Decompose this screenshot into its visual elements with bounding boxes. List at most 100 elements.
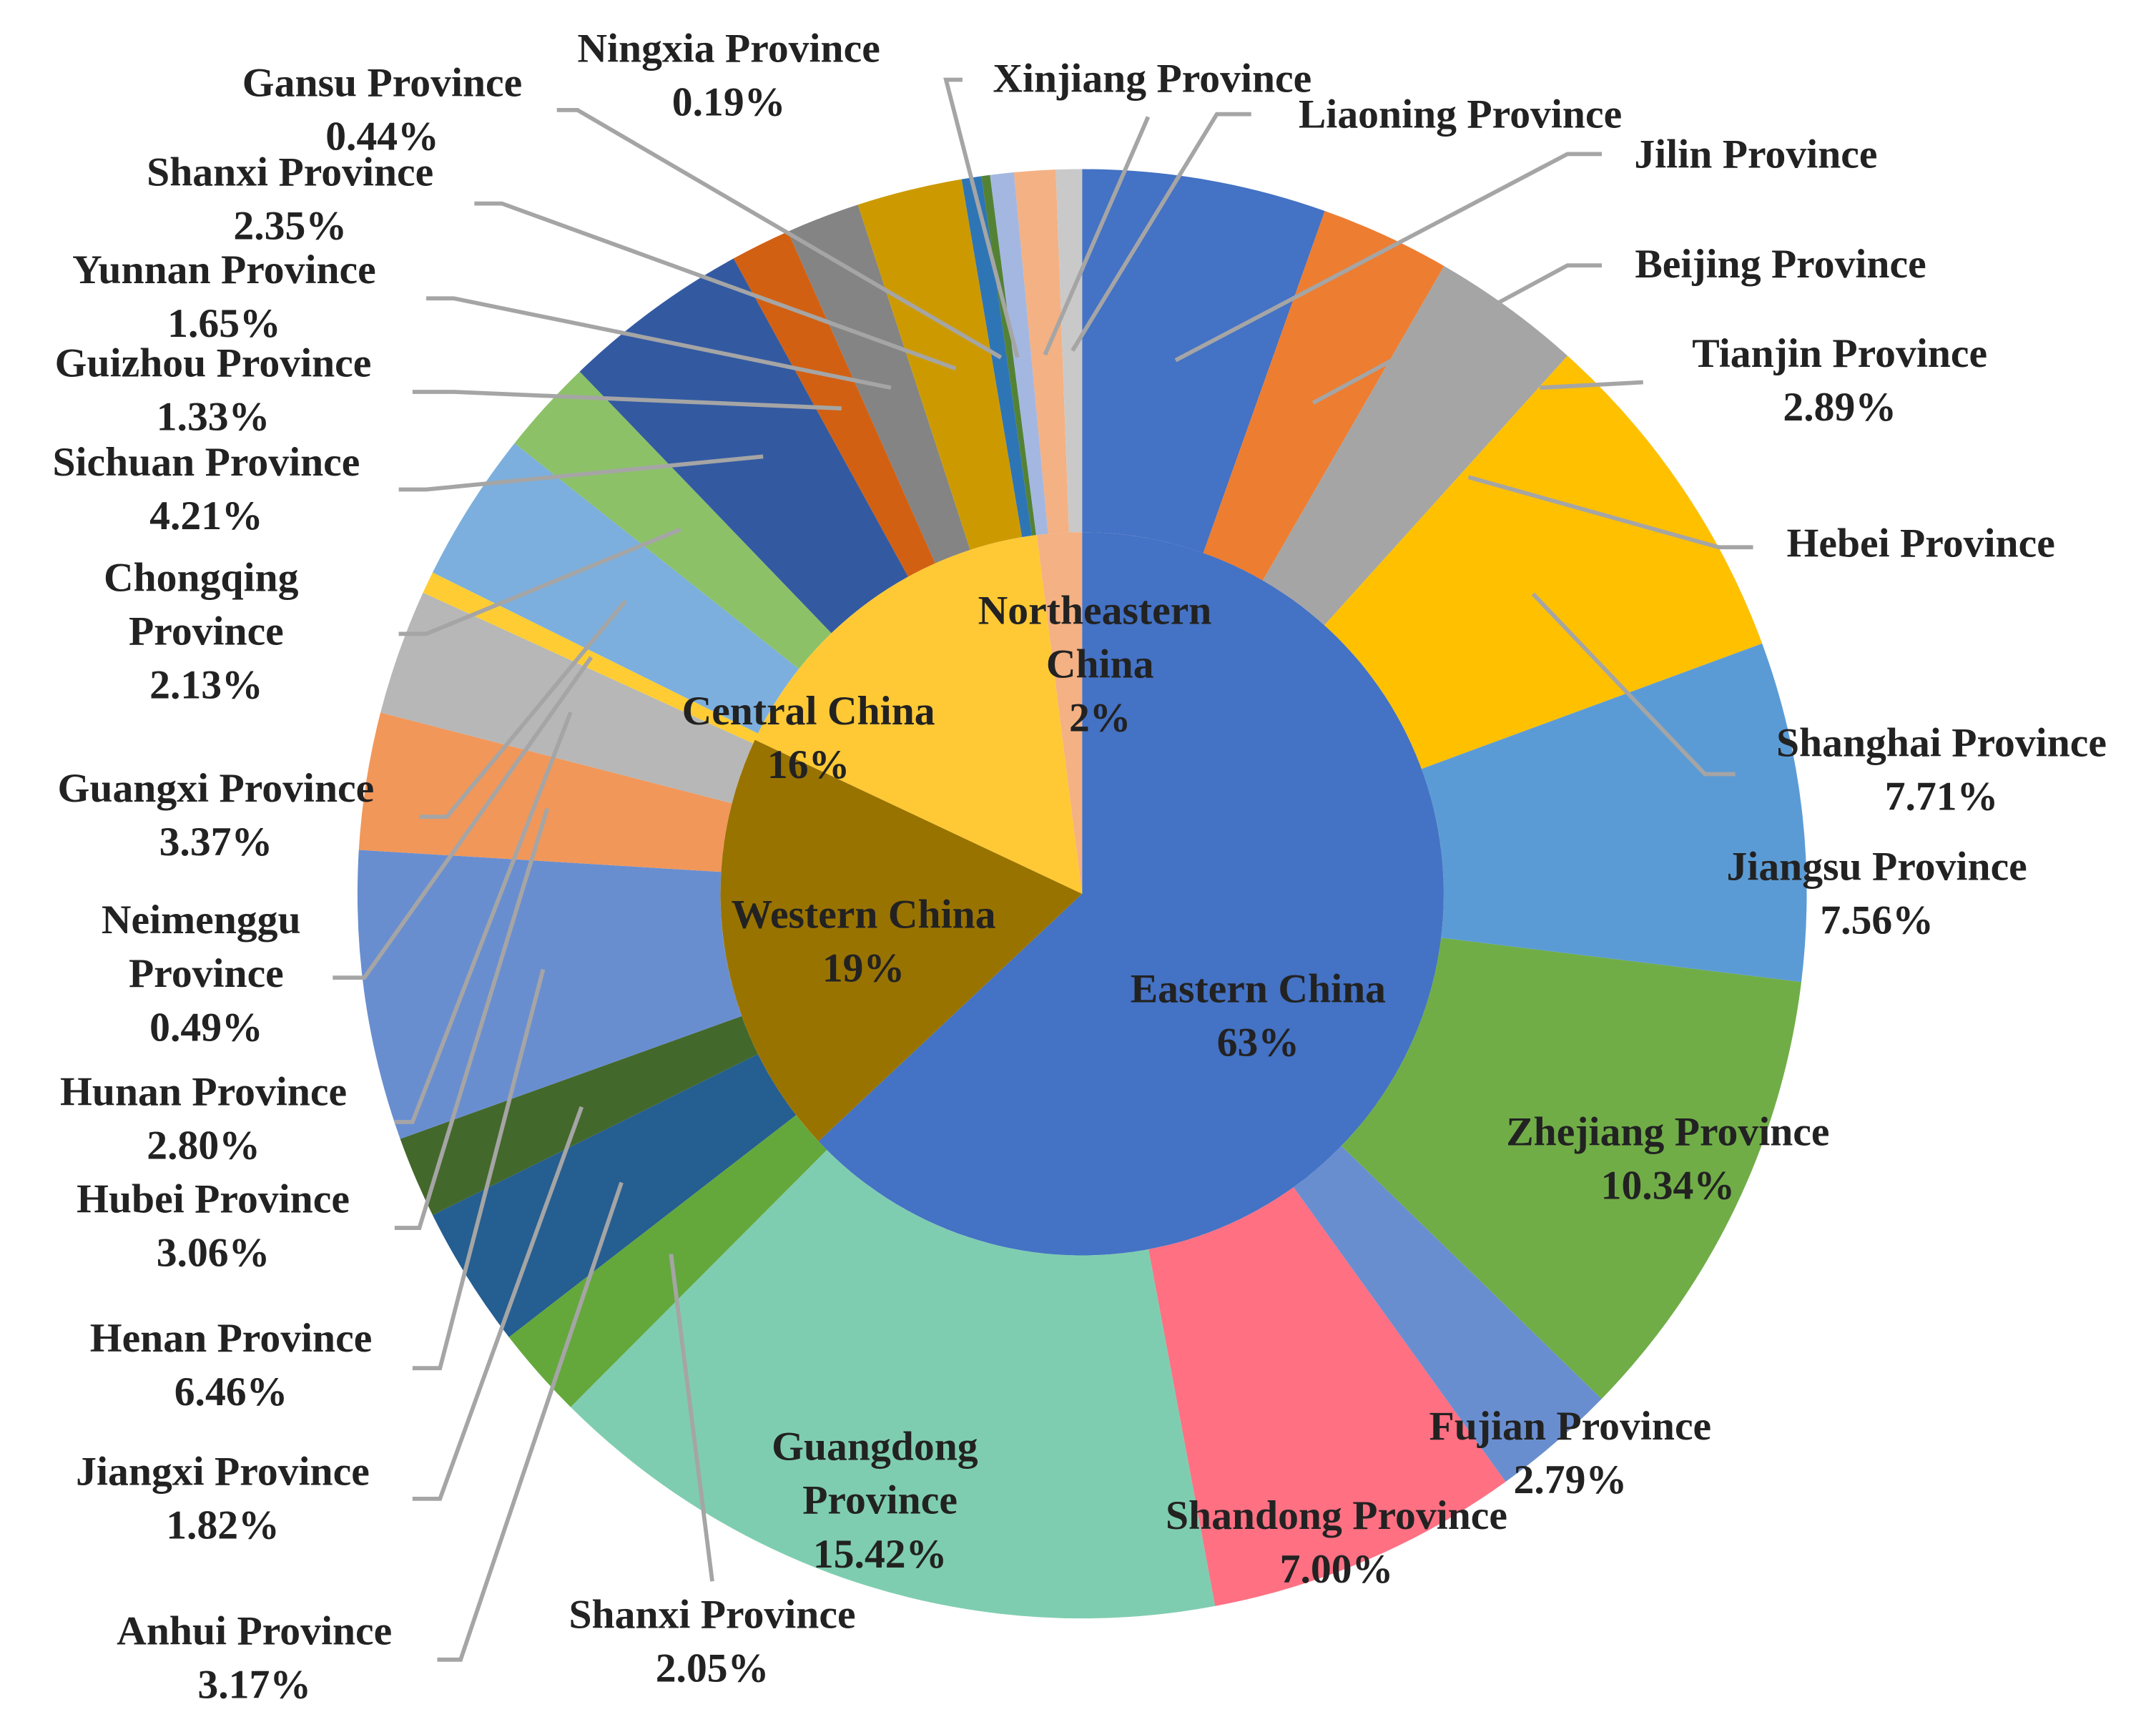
slice [754, 535, 1083, 894]
slice-label: Guangxi Province [58, 766, 375, 811]
leader-line [412, 390, 842, 410]
value-label: 3.37% [159, 820, 273, 865]
label-line: Province [129, 609, 284, 654]
value-label: 2.80% [147, 1123, 260, 1168]
value-label: 2.13% [149, 663, 263, 708]
slice-label: Ningxia Province [577, 26, 880, 71]
leader-line [1043, 116, 1151, 356]
label-line: Chongqing [104, 556, 309, 601]
slice-label: Xinjiang Province [993, 56, 1311, 102]
value-label: 2.35% [233, 203, 347, 248]
slice-label: Jiangxi Province [76, 1449, 370, 1494]
slice-label: Shanxi Province [568, 1592, 855, 1637]
slice [358, 712, 732, 872]
slice-label: Liaoning Province [1299, 92, 1622, 137]
value-label: 7.00% [1280, 1547, 1394, 1592]
leader-line [474, 201, 957, 371]
value-label: 2.89% [1783, 385, 1896, 430]
leader-line [1174, 152, 1603, 363]
value-label: 19% [822, 946, 905, 991]
leader-line [1467, 475, 1753, 550]
value-label: 6.46% [174, 1369, 288, 1414]
slice-label: Eastern China [1131, 966, 1386, 1011]
slice-label: Shandong Province [1166, 1493, 1507, 1538]
leader-line [1070, 112, 1251, 352]
slice [1013, 169, 1069, 534]
leader-line [398, 527, 681, 636]
slice-label: Hebei Province [1786, 521, 2054, 566]
slice [570, 1150, 1216, 1619]
value-label: 1.65% [167, 301, 281, 346]
slice-label: Gansu Province [242, 60, 522, 105]
slice-label: Guizhou Province [55, 341, 372, 386]
slice [1262, 265, 1568, 626]
slice-label: Tianjin Province [1692, 331, 1987, 376]
label-line: Province [802, 1478, 958, 1523]
value-label: 0.44% [325, 114, 439, 159]
slice [1082, 169, 1325, 553]
slice [818, 532, 1444, 1256]
label-line: Province [129, 951, 284, 996]
value-label: 63% [1217, 1020, 1299, 1065]
slice-label: Central China [682, 689, 935, 734]
slice [514, 371, 832, 669]
slice [1148, 1187, 1506, 1606]
slice-label: Shanxi Province [147, 149, 433, 195]
slice-label: Guangdong Province [772, 1425, 988, 1523]
leader-line [398, 454, 764, 492]
leader-line [412, 968, 546, 1371]
slice [1341, 938, 1802, 1399]
slice [1421, 643, 1807, 983]
leader-line [426, 296, 892, 390]
value-label: 1.33% [157, 395, 270, 440]
value-label: 15.42% [813, 1532, 947, 1577]
value-label: 1.82% [166, 1502, 280, 1548]
slice-label: Sichuan Province [52, 440, 360, 485]
slice [357, 850, 742, 1139]
value-label: 2% [1069, 696, 1131, 741]
label-line: China [1046, 642, 1154, 687]
leader-line [556, 107, 1003, 360]
leader-line [419, 599, 628, 820]
slice-label: Hunan Province [60, 1070, 347, 1115]
value-label: 7.56% [1820, 897, 1934, 943]
slice [1293, 1146, 1602, 1482]
value-label: 10.34% [1601, 1163, 1735, 1208]
leader-line [669, 1254, 714, 1582]
slice-label: Beijing Province [1635, 242, 1926, 287]
slice-label: Chongqing Province [104, 556, 309, 654]
slice-label: Zhejiang Province [1506, 1109, 1829, 1154]
leader-line [394, 807, 550, 1230]
slice-label: Northeastern China [978, 589, 1222, 687]
slice-label: Jilin Province [1634, 132, 1877, 177]
value-label: 2.05% [656, 1645, 769, 1691]
leader-line [1540, 380, 1643, 390]
slice [733, 231, 935, 577]
leader-line [333, 656, 594, 980]
leader-line [1531, 592, 1736, 777]
slice [432, 443, 799, 734]
value-label: 7.71% [1885, 774, 1999, 819]
leader-line [437, 1181, 624, 1662]
value-label: 2.79% [1514, 1457, 1628, 1502]
value-label: 16% [767, 742, 850, 787]
slice-label: Western China [731, 892, 995, 938]
leader-line [412, 1106, 584, 1501]
slice [579, 258, 909, 634]
slice-label: Jiangsu Province [1726, 844, 2027, 889]
slice [1055, 169, 1083, 533]
slice [508, 1115, 827, 1407]
slice [990, 172, 1048, 536]
value-label: 3.06% [157, 1231, 270, 1276]
slice-label: Shanghai Province [1776, 720, 2107, 765]
label-line: Northeastern [978, 589, 1222, 634]
slice-label: Henan Province [90, 1316, 373, 1361]
value-label: 0.49% [149, 1005, 263, 1050]
leader-line [394, 711, 573, 1124]
leader-line [943, 77, 1020, 358]
value-label: 4.21% [149, 493, 263, 538]
slice [720, 739, 1083, 1141]
slice-label: Fujian Province [1429, 1404, 1712, 1449]
